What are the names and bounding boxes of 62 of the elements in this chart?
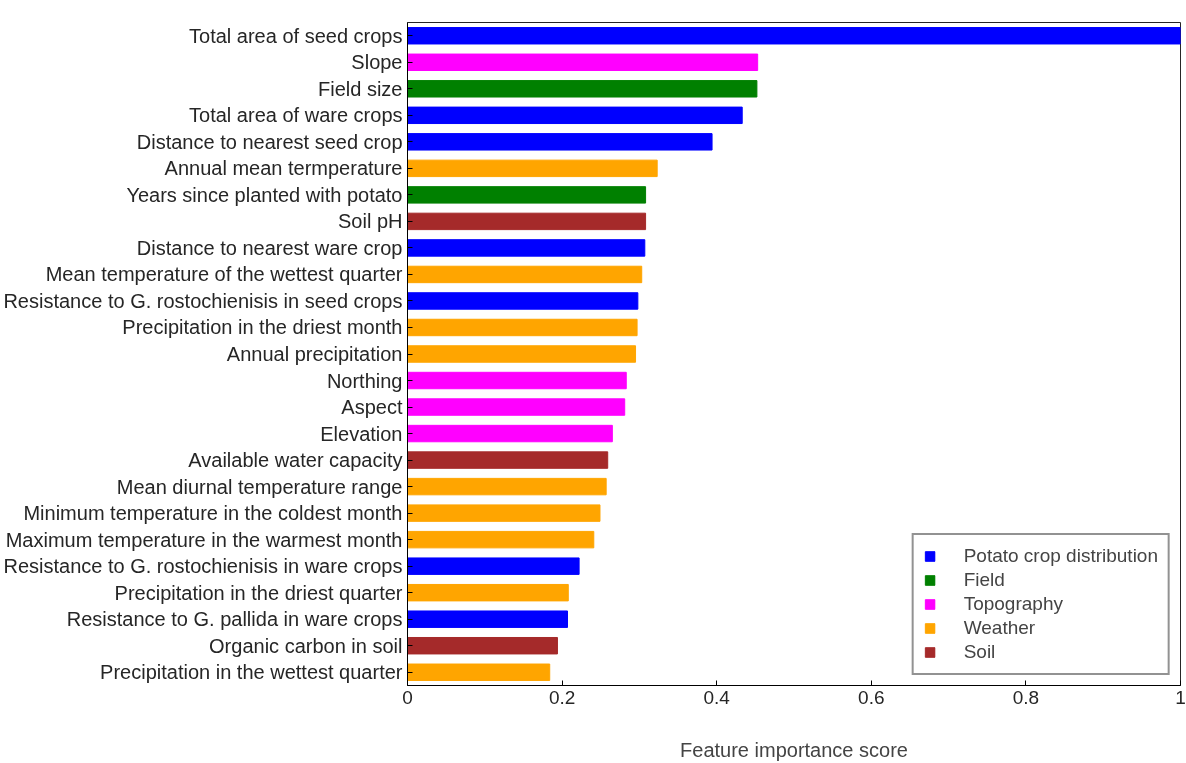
y-tick-label: Precipitation in the driest quarter bbox=[114, 581, 403, 604]
y-tick-label: Resistance to G. pallida in ware crops bbox=[66, 608, 403, 631]
legend-label: Topography bbox=[963, 593, 1063, 615]
y-tick-label: Field size bbox=[318, 77, 403, 100]
bar bbox=[407, 80, 758, 98]
y-tick-label: Soil pH bbox=[338, 210, 403, 233]
y-tick-label: Resistance to G. rostochienisis in ware crops bbox=[3, 555, 403, 578]
legend-label: Field bbox=[963, 569, 1005, 591]
legend-label: Weather bbox=[963, 617, 1036, 639]
y-tick-label: Total area of seed crops bbox=[189, 24, 403, 47]
bar bbox=[407, 106, 743, 125]
bar bbox=[407, 424, 613, 443]
legend-label: Soil bbox=[963, 641, 996, 663]
bar bbox=[407, 265, 643, 284]
bar bbox=[407, 610, 569, 628]
y-tick-label: Available water capacity bbox=[188, 449, 403, 472]
bar bbox=[407, 451, 609, 469]
legend-label: Potato crop distribution bbox=[963, 545, 1158, 567]
x-axis-title: Feature importance score bbox=[680, 738, 908, 761]
x-tick-label: 0.8 bbox=[1012, 686, 1040, 708]
bar bbox=[407, 557, 580, 575]
y-tick-label: Northing bbox=[326, 369, 403, 392]
bar bbox=[407, 477, 607, 496]
bar bbox=[407, 345, 637, 363]
y-tick-label: Annual precipitation bbox=[226, 343, 403, 365]
y-tick-label: Distance to nearest ware crop bbox=[136, 236, 403, 259]
bar bbox=[407, 371, 627, 390]
y-tick-label: Total area of ware crops bbox=[189, 104, 403, 127]
bar bbox=[407, 212, 647, 231]
bar bbox=[407, 663, 551, 681]
bar bbox=[407, 27, 1181, 45]
y-tick-label: Precipitation in the wettest quarter bbox=[100, 661, 403, 684]
x-tick-label: 0 bbox=[402, 686, 413, 708]
y-tick-label: Aspect bbox=[341, 396, 403, 419]
y-tick-label: Annual mean termperature bbox=[164, 157, 403, 180]
bar bbox=[407, 186, 647, 204]
bar bbox=[407, 504, 601, 522]
y-tick-label: Slope bbox=[351, 51, 403, 74]
x-tick-label: 0.4 bbox=[703, 686, 731, 708]
y-tick-label: Resistance to G. rostochienisis in seed crops bbox=[3, 289, 403, 312]
y-tick-label: Minimum temperature in the coldest month bbox=[23, 502, 403, 525]
y-tick-label: Distance to nearest seed crop bbox=[136, 130, 403, 153]
bar bbox=[407, 318, 638, 337]
y-tick-label: Organic carbon in soil bbox=[209, 634, 403, 657]
y-tick-label: Mean diurnal temperature range bbox=[116, 475, 403, 498]
bar bbox=[407, 239, 646, 257]
bar bbox=[407, 398, 626, 416]
bar bbox=[407, 53, 759, 71]
bar bbox=[407, 530, 595, 549]
x-tick-label: 1 bbox=[1175, 686, 1186, 708]
bar bbox=[407, 133, 713, 151]
y-tick-label: Years since planted with potato bbox=[126, 183, 403, 206]
bar bbox=[407, 637, 558, 655]
bar bbox=[407, 292, 639, 310]
y-tick-label: Elevation bbox=[320, 422, 403, 445]
y-tick-label: Precipitation in the driest month bbox=[122, 316, 403, 339]
y-tick-label: Mean temperature of the wettest quarter bbox=[45, 263, 403, 286]
y-tick-label: Maximum temperature in the warmest month bbox=[5, 528, 403, 551]
x-tick-label: 0.6 bbox=[858, 686, 885, 708]
x-tick-label: 0.2 bbox=[548, 686, 576, 708]
bar bbox=[407, 159, 658, 178]
bar bbox=[407, 583, 569, 602]
